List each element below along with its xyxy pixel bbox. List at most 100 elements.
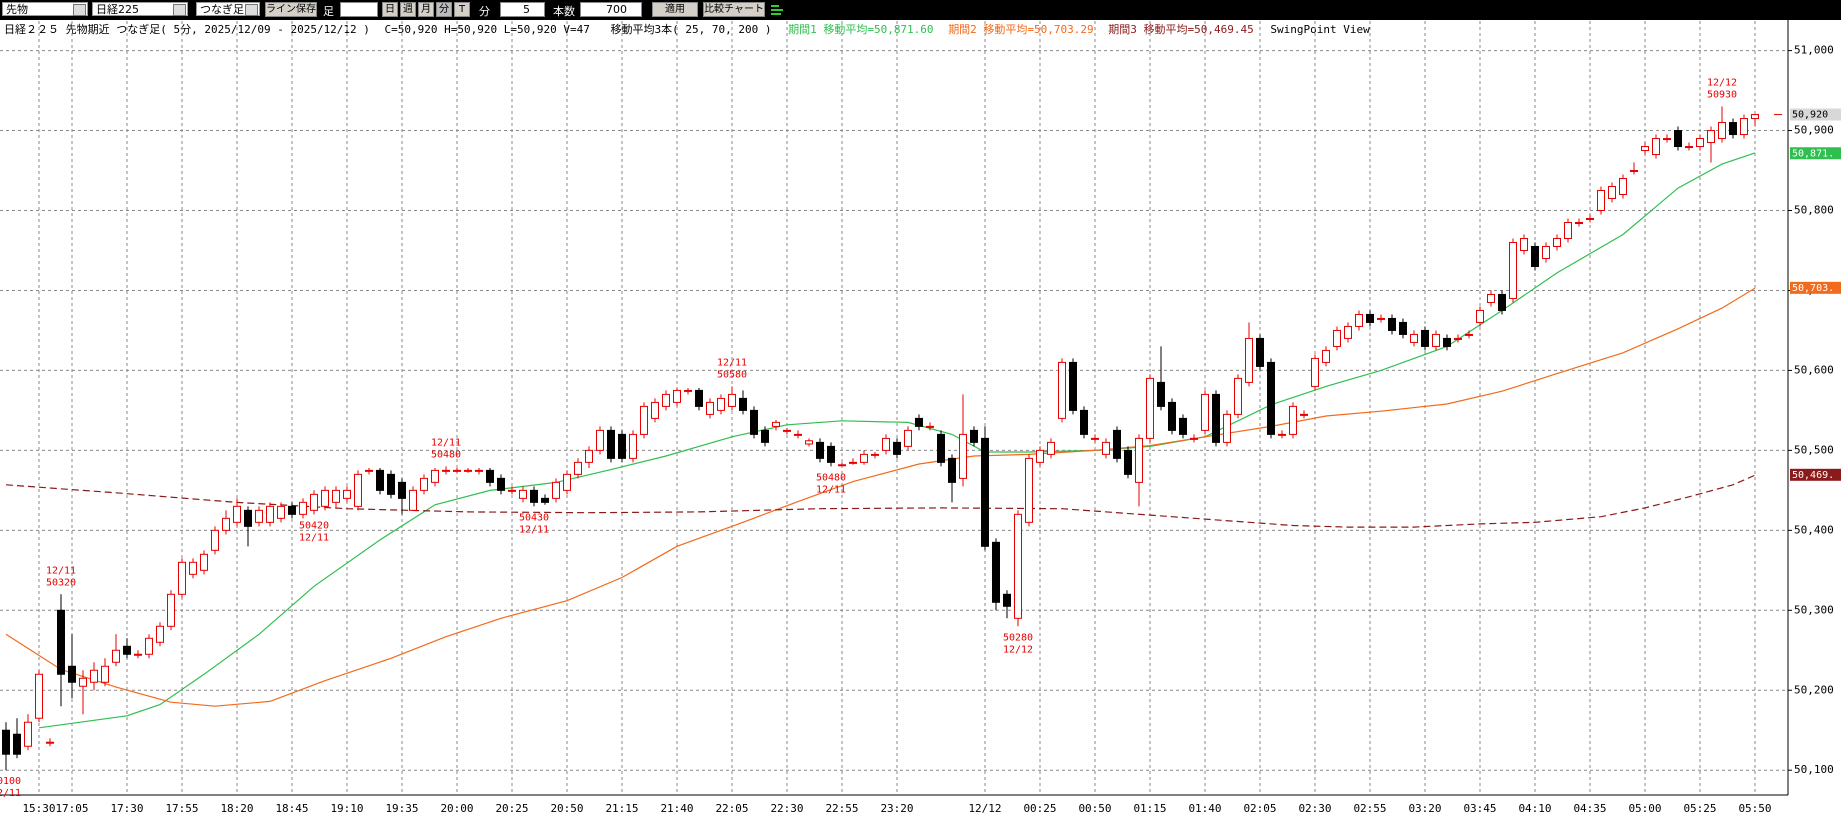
candle-body — [1168, 401, 1176, 431]
bar-label: 足 — [323, 5, 334, 18]
candle-body — [1729, 122, 1737, 136]
x-tick-label: 05:25 — [1683, 802, 1716, 815]
apply-button[interactable]: 適用 — [652, 2, 698, 17]
candle-body — [189, 561, 197, 575]
candle-body — [112, 649, 120, 663]
swing-price: 50480 — [816, 472, 846, 483]
candle-body — [1267, 361, 1275, 435]
x-tick-label: 20:50 — [550, 802, 583, 815]
ma-title: 移動平均3本( 25, 70, 200 ) — [610, 22, 771, 36]
candle-body — [1311, 357, 1319, 387]
candle-body — [871, 453, 879, 456]
swing-date: 12/12 — [1003, 644, 1033, 655]
candle-body — [1564, 221, 1572, 239]
period-button[interactable]: 月 — [418, 2, 434, 17]
x-tick-label: 15:30 — [22, 802, 55, 815]
candle-body — [1124, 449, 1132, 475]
y-tick-label: 50,900 — [1794, 124, 1834, 137]
x-tick-label: 02:55 — [1353, 802, 1386, 815]
bar-input[interactable] — [340, 2, 378, 17]
candle-body — [1146, 377, 1154, 439]
candle-body — [1498, 293, 1506, 311]
x-tick-label: 05:00 — [1628, 802, 1661, 815]
candle-body — [46, 741, 54, 744]
chart-title: 日経２２５ 先物期近 つなぎ足( 5分, 2025/12/09 - 2025/1… — [4, 22, 370, 36]
count-input[interactable]: 700 — [580, 2, 642, 17]
candle-body — [1531, 245, 1539, 267]
price-tag — [1790, 281, 1841, 294]
candle-body — [1619, 178, 1627, 196]
candle-body — [1751, 114, 1759, 120]
x-tick-label: 03:45 — [1463, 802, 1496, 815]
symbol-select[interactable]: 日経225 — [92, 2, 188, 16]
candle-body — [1454, 337, 1462, 340]
swing-price: 50580 — [717, 369, 747, 380]
candle-body — [728, 393, 736, 407]
swing-price: 50420 — [299, 520, 329, 531]
candle-body — [1520, 237, 1528, 251]
candle-body — [1608, 186, 1616, 200]
candle-body — [1190, 437, 1198, 440]
candle-body — [904, 429, 912, 447]
save-button[interactable]: ライン保存 — [265, 2, 317, 17]
x-tick-label: 22:30 — [770, 802, 803, 815]
candle-body — [1355, 313, 1363, 327]
candle-body — [1685, 146, 1693, 149]
ma-line — [5, 287, 1756, 707]
candle-body — [585, 449, 593, 463]
x-tick-label: 01:40 — [1188, 802, 1221, 815]
candle-body — [948, 457, 956, 483]
x-tick-label: 02:30 — [1298, 802, 1331, 815]
candle-body — [651, 401, 659, 419]
candle-body — [684, 389, 692, 392]
x-tick-label: 17:30 — [110, 802, 143, 815]
x-tick-label: 20:00 — [440, 802, 473, 815]
candle-body — [1487, 293, 1495, 303]
candle-body — [574, 461, 582, 475]
mode-select[interactable]: つなぎ足 — [196, 2, 260, 16]
candle-body — [827, 445, 835, 463]
candle-body — [937, 433, 945, 463]
candle-body — [783, 429, 791, 432]
candle-body — [849, 461, 857, 464]
candle-body — [233, 505, 241, 523]
candle-body — [816, 441, 824, 459]
candle-body — [1135, 437, 1143, 483]
candle-body — [178, 561, 186, 595]
candle-body — [1696, 138, 1704, 148]
period-button[interactable]: T — [454, 2, 470, 17]
candle-body — [662, 393, 670, 407]
candle-body — [1718, 122, 1726, 140]
candle-body — [475, 469, 483, 472]
period-button[interactable]: 週 — [400, 2, 416, 17]
candle-body — [805, 440, 813, 445]
legend-entry: 期間3 移動平均=50,469.45 — [1108, 22, 1253, 36]
candle-body — [310, 493, 318, 511]
candle-body — [607, 429, 615, 459]
compare-button[interactable]: 比較チャート — [703, 2, 765, 17]
candle-body — [453, 469, 461, 472]
count-label: 本数 — [553, 5, 575, 18]
candle-body — [1047, 441, 1055, 455]
market-select[interactable]: 先物 — [2, 2, 88, 16]
candle-body — [321, 489, 329, 507]
candle-body — [1674, 130, 1682, 148]
x-tick-label: 03:20 — [1408, 802, 1441, 815]
swing-date: 12/11 — [46, 565, 76, 576]
unit-label: 分 — [479, 5, 490, 18]
candle-body — [376, 469, 384, 491]
period-button[interactable]: 分 — [436, 2, 452, 17]
interval-input[interactable]: 5 — [500, 2, 545, 17]
candle-body — [519, 489, 527, 499]
candle-body — [695, 389, 703, 407]
swing-date: 12/12 — [1707, 78, 1737, 89]
x-tick-label: 21:15 — [605, 802, 638, 815]
candle-body — [926, 425, 934, 428]
candle-body — [596, 429, 604, 451]
candle-body — [1542, 245, 1550, 259]
candle-body — [970, 429, 978, 443]
chart-icon[interactable] — [770, 3, 784, 17]
candle-body — [1080, 409, 1088, 435]
swing-price: 50280 — [1003, 632, 1033, 643]
period-button[interactable]: 日 — [382, 2, 398, 17]
